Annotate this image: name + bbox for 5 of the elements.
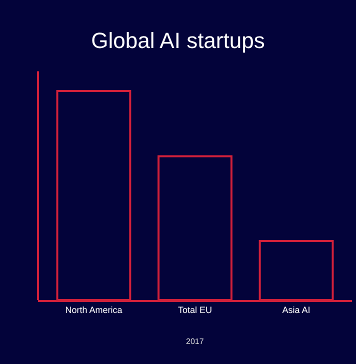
x-tick-label: Asia AI	[282, 304, 310, 315]
chart-title: Global AI startups	[91, 28, 265, 54]
x-tick-label: North America	[65, 304, 122, 315]
x-tick-label: Total EU	[178, 304, 212, 315]
text: 2017	[186, 337, 204, 346]
